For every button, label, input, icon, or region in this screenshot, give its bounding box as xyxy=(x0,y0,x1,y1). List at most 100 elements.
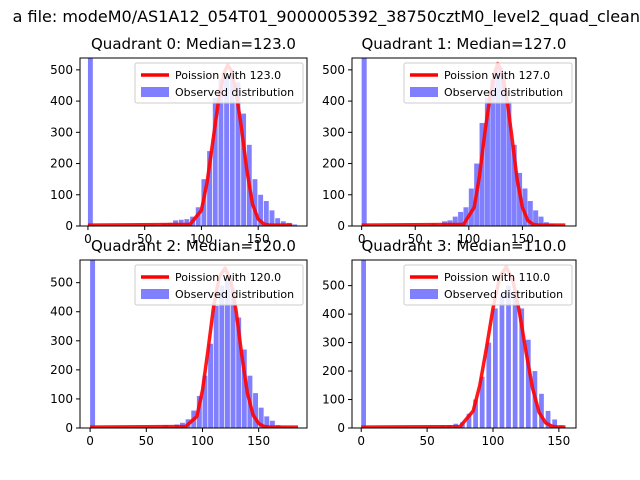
y-tick-label: 200 xyxy=(50,157,73,171)
hist-bar xyxy=(522,188,528,226)
legend-label: Observed distribution xyxy=(175,288,294,301)
hist-bar xyxy=(202,375,208,428)
hist-bar xyxy=(512,291,518,428)
hist-bar xyxy=(506,101,512,226)
hist-bar xyxy=(184,219,190,226)
hist-bar xyxy=(511,144,517,226)
hist-bar xyxy=(506,285,511,428)
hist-bar xyxy=(212,97,218,226)
hist-bar xyxy=(292,224,298,226)
y-tick-label: 100 xyxy=(322,188,345,202)
x-tick-label: 150 xyxy=(247,434,270,448)
hist-bar xyxy=(539,393,544,428)
hist-bar xyxy=(87,58,93,226)
hist-bar xyxy=(241,349,247,428)
y-tick-label: 200 xyxy=(50,363,73,377)
hist-bar xyxy=(458,211,464,226)
legend-patch-swatch xyxy=(141,289,169,299)
hist-bar xyxy=(252,179,258,226)
legend: Poission with 123.0 Observed distribution xyxy=(134,62,304,104)
x-tick-label: 100 xyxy=(482,434,505,448)
hist-bar xyxy=(236,317,242,428)
legend-box xyxy=(403,62,573,104)
hist-bar xyxy=(479,122,485,226)
x-tick-label: 150 xyxy=(511,232,534,246)
hist-bar xyxy=(253,393,259,428)
hist-bar xyxy=(552,419,558,428)
hist-bar xyxy=(527,201,533,226)
plot-area xyxy=(90,260,298,428)
hist-bar xyxy=(230,288,236,428)
subplot-1: 0 50 100 150 0 100 200 300 400 500 Quadrant 1: Med… xyxy=(322,35,577,246)
hist-bar xyxy=(361,260,366,428)
legend-box xyxy=(403,264,573,306)
x-tick-label: 50 xyxy=(419,434,434,448)
x-tick-label: 100 xyxy=(457,232,480,246)
hist-bar xyxy=(219,285,225,428)
hist-bar xyxy=(218,79,224,226)
hist-bar xyxy=(275,218,281,226)
y-tick-label: 200 xyxy=(322,364,345,378)
legend-label: Observed distribution xyxy=(444,86,563,99)
y-tick-label: 300 xyxy=(50,334,73,348)
hist-bar xyxy=(207,151,213,226)
hist-bar xyxy=(269,210,275,226)
hist-bar xyxy=(479,376,485,428)
hist-bar xyxy=(538,216,544,226)
legend-label: Observed distribution xyxy=(444,288,563,301)
hist-bar xyxy=(486,342,492,428)
legend-patch-swatch xyxy=(141,87,169,97)
y-tick-label: 0 xyxy=(337,421,345,435)
subplot-2: 0 50 100 150 0 100 200 300 400 500 Quadrant 2: Med… xyxy=(50,237,308,448)
y-tick-label: 100 xyxy=(50,392,73,406)
legend-box xyxy=(134,264,304,306)
legend: Poission with 127.0 Observed distribution xyxy=(403,62,573,104)
y-tick-label: 500 xyxy=(322,63,345,77)
subplot-title: Quadrant 2: Median=120.0 xyxy=(91,237,296,255)
axes-frame xyxy=(79,259,308,429)
legend-label: Poission with 120.0 xyxy=(175,271,281,284)
x-tick-label: 50 xyxy=(408,232,423,246)
hist-bar xyxy=(500,76,507,226)
legend-label: Observed distribution xyxy=(175,86,294,99)
hist-bar xyxy=(229,69,235,226)
x-tick-label: 50 xyxy=(139,434,154,448)
y-tick-label: 0 xyxy=(65,421,73,435)
y-tick-label: 0 xyxy=(65,219,73,233)
x-tick-label: 0 xyxy=(86,434,94,448)
hist-bar xyxy=(235,82,241,226)
axes-frame xyxy=(351,57,577,227)
y-tick-label: 500 xyxy=(50,63,73,77)
hist-bar xyxy=(495,66,501,226)
hist-bar xyxy=(452,216,458,226)
x-tick-label: 50 xyxy=(137,232,152,246)
legend: Poission with 110.0 Observed distribution xyxy=(403,264,573,306)
y-tick-label: 100 xyxy=(50,188,73,202)
legend-label: Poission with 123.0 xyxy=(175,69,281,82)
hist-bar xyxy=(241,113,247,226)
hist-bar xyxy=(519,308,525,428)
hist-bar xyxy=(463,207,469,226)
hist-bar xyxy=(492,308,498,428)
hist-bar xyxy=(499,294,505,428)
plot-area xyxy=(87,58,298,226)
legend: Poission with 120.0 Observed distribution xyxy=(134,264,304,306)
hist-bar xyxy=(269,420,275,428)
axes-frame xyxy=(351,259,577,429)
x-tick-label: 150 xyxy=(547,434,570,448)
x-tick-label: 150 xyxy=(247,232,270,246)
subplot-3: 0 50 100 150 0 100 200 300 400 500 Quadrant 3: Med… xyxy=(322,237,577,448)
y-tick-label: 500 xyxy=(322,279,345,293)
x-tick-label: 100 xyxy=(190,232,213,246)
x-tick-label: 0 xyxy=(84,232,92,246)
hist-bar xyxy=(258,407,264,428)
y-tick-label: 300 xyxy=(50,125,73,139)
hist-bar xyxy=(466,413,472,428)
hist-bar xyxy=(490,79,496,226)
y-tick-label: 300 xyxy=(322,125,345,139)
hist-bar xyxy=(545,410,551,428)
x-tick-label: 100 xyxy=(191,434,214,448)
y-tick-label: 500 xyxy=(50,276,73,290)
hist-bar xyxy=(224,276,230,428)
